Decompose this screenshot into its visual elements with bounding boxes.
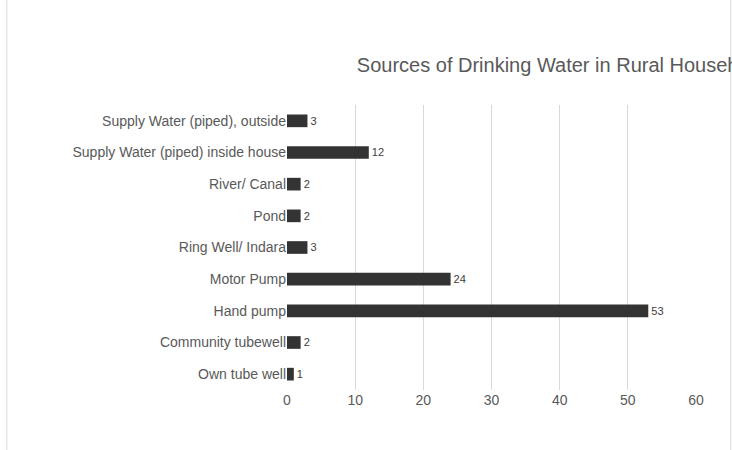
svg-text:Hand pump: Hand pump [214, 303, 287, 319]
svg-text:River/ Canal: River/ Canal [209, 176, 286, 192]
svg-text:0: 0 [283, 392, 291, 408]
svg-text:3: 3 [310, 241, 316, 253]
svg-text:Ring Well/ Indara: Ring Well/ Indara [179, 239, 286, 255]
svg-text:Community tubewell: Community tubewell [160, 334, 286, 350]
svg-text:Supply Water (piped) inside ho: Supply Water (piped) inside house [73, 144, 287, 160]
svg-text:Sources of Drinking Water in R: Sources of Drinking Water in Rural House… [357, 54, 732, 76]
svg-text:53: 53 [651, 305, 663, 317]
svg-text:12: 12 [372, 146, 384, 158]
svg-text:1: 1 [297, 368, 303, 380]
svg-text:Own tube well: Own tube well [198, 366, 286, 382]
svg-text:40: 40 [552, 392, 568, 408]
svg-text:10: 10 [347, 392, 363, 408]
svg-text:2: 2 [304, 336, 310, 348]
svg-text:Pond: Pond [253, 208, 286, 224]
svg-text:2: 2 [304, 178, 310, 190]
svg-text:60: 60 [688, 392, 704, 408]
svg-text:24: 24 [454, 273, 466, 285]
svg-text:Motor Pump: Motor Pump [210, 271, 286, 287]
svg-text:Supply Water (piped), outside: Supply Water (piped), outside [102, 113, 286, 129]
svg-text:30: 30 [484, 392, 500, 408]
svg-text:3: 3 [310, 115, 316, 127]
svg-text:50: 50 [620, 392, 636, 408]
svg-text:2: 2 [304, 210, 310, 222]
svg-text:20: 20 [416, 392, 432, 408]
